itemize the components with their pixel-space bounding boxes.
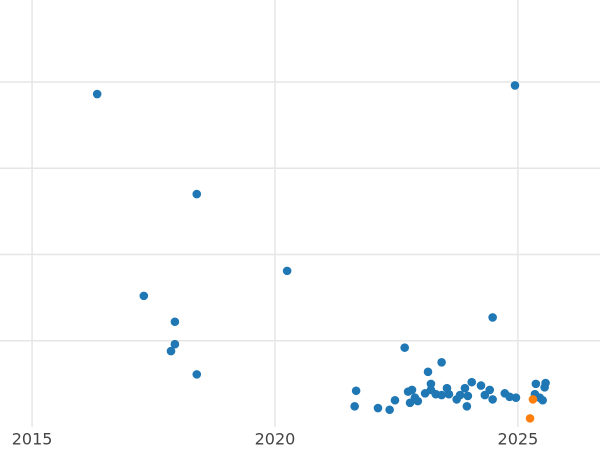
point (437, 390, 446, 400)
point (541, 378, 550, 388)
point (170, 317, 180, 327)
point (413, 396, 423, 406)
x-tick-label: 2025 (498, 430, 539, 449)
point (462, 401, 472, 411)
point (476, 381, 486, 390)
point (437, 358, 446, 367)
x-tick-label: 2020 (255, 430, 296, 449)
point (170, 339, 180, 349)
point (531, 379, 541, 389)
point (192, 370, 202, 379)
point (511, 393, 521, 402)
point (192, 189, 202, 199)
point (423, 367, 433, 377)
point (528, 395, 538, 404)
point (525, 414, 535, 423)
point (505, 392, 514, 402)
point (390, 395, 400, 405)
point (351, 386, 361, 396)
point (400, 343, 409, 352)
point (488, 313, 497, 322)
point (444, 389, 454, 399)
x-tick-label: 2015 (12, 430, 53, 449)
point (139, 291, 149, 301)
point (282, 266, 292, 276)
point (407, 385, 417, 395)
point (463, 391, 473, 401)
point (510, 81, 520, 90)
point (485, 385, 495, 395)
point (488, 395, 497, 404)
point (350, 401, 359, 411)
point (467, 377, 477, 387)
point (426, 379, 436, 389)
point (455, 390, 465, 400)
point (92, 89, 102, 99)
point (166, 346, 176, 356)
point (385, 405, 394, 415)
point (460, 383, 470, 393)
point (538, 395, 547, 405)
point (373, 403, 383, 413)
